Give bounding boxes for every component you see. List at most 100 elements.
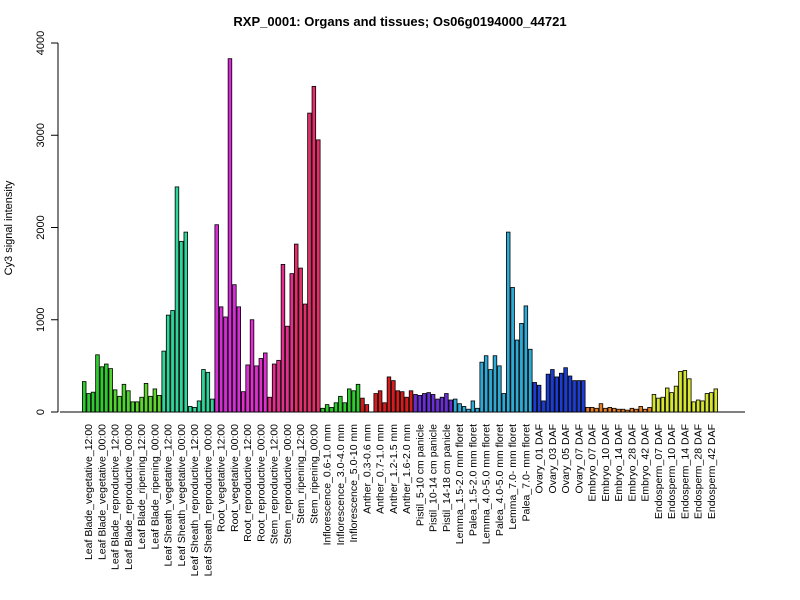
y-axis-label: Cy3 signal intensity — [3, 180, 15, 275]
x-tick-label: Ovary_07 DAF — [573, 424, 585, 493]
x-tick-label: Stem_reproductive_12:00 — [269, 424, 281, 544]
bar — [563, 367, 568, 413]
bar — [187, 406, 193, 413]
bar — [134, 401, 140, 413]
bar — [594, 407, 599, 413]
bar — [161, 350, 166, 413]
x-tick-label: Lemma_4.0-5.0 mm floret — [481, 424, 493, 544]
bar — [545, 373, 551, 413]
x-tick-label: Inflorescence_0.6-1.0 mm — [322, 424, 334, 546]
bar — [497, 365, 502, 413]
x-tick-label: Palea_4.0-5.0 mm floret — [494, 424, 506, 536]
bar — [214, 224, 219, 413]
bar — [210, 398, 215, 413]
bar — [148, 395, 153, 413]
bar — [687, 378, 692, 413]
chart-title: RXP_0001: Organs and tissues; Os06g01940… — [233, 14, 566, 29]
x-tick-label: Leaf Sheath_vegetative_12:00 — [163, 424, 175, 567]
bar — [271, 363, 277, 413]
bar — [382, 402, 387, 413]
y-tick-label: 3000 — [35, 123, 47, 147]
x-tick-label: Pistil_5-10 cm panicle — [414, 424, 426, 526]
x-tick-label: Root_reproductive_12:00 — [242, 424, 254, 542]
y-tick-label: 1000 — [35, 308, 47, 332]
bar — [258, 358, 264, 413]
bar — [585, 406, 590, 413]
bar — [638, 406, 643, 413]
bar — [483, 355, 489, 413]
bar — [399, 391, 405, 413]
x-tick-label: Leaf Sheath_reproductive_00:00 — [202, 424, 214, 577]
bar — [289, 273, 295, 413]
bar — [192, 406, 197, 413]
bar — [665, 387, 670, 413]
bar — [267, 396, 272, 413]
bar — [152, 388, 158, 413]
bar — [143, 382, 149, 413]
bar — [196, 400, 202, 413]
bar — [660, 396, 665, 413]
bar — [479, 361, 484, 413]
bar — [218, 306, 224, 413]
bar — [430, 394, 436, 413]
x-tick-label: Leaf Blade_vegetative_00:00 — [96, 424, 108, 560]
bar — [448, 399, 454, 413]
bar — [346, 388, 352, 413]
bar — [391, 380, 396, 413]
bar — [422, 393, 427, 413]
bar — [532, 382, 537, 413]
x-tick-label: Embryo_10 DAF — [600, 424, 612, 502]
bar — [201, 369, 206, 413]
bar — [488, 369, 493, 413]
x-tick-label: Endosperm_07 DAF — [653, 424, 665, 519]
bar — [682, 370, 688, 413]
bar — [523, 305, 529, 413]
bar — [691, 401, 696, 413]
bar — [457, 403, 462, 413]
bar — [249, 319, 255, 413]
bar — [342, 402, 348, 413]
x-tick-label: Ovary_03 DAF — [547, 424, 559, 493]
bar — [121, 383, 127, 413]
bar — [444, 393, 449, 413]
bar — [316, 139, 321, 413]
x-tick-label: Endosperm_42 DAF — [706, 424, 718, 519]
x-tick-label: Stem_ripening_00:00 — [308, 424, 320, 524]
bar — [298, 267, 303, 413]
x-tick-label: Pistil_14-18 cm panicle — [441, 424, 453, 532]
x-tick-label: Embryo_28 DAF — [626, 424, 638, 502]
bar — [581, 380, 586, 413]
bar — [90, 391, 96, 413]
bar — [117, 395, 122, 413]
bar — [572, 380, 577, 413]
x-tick-label: Lemma_1.5-2.0 mm floret — [454, 424, 466, 544]
plot-area: 0 1000 2000 3000 4000 Leaf Blade_vegetative_1… — [35, 31, 745, 577]
bar — [466, 408, 471, 413]
x-tick-label: Embryo_14 DAF — [613, 424, 625, 502]
bar — [355, 383, 361, 413]
bar — [104, 363, 109, 413]
bar — [541, 400, 546, 413]
x-tick-label: Stem_ripening_12:00 — [295, 424, 307, 524]
bar — [157, 394, 162, 413]
bar — [112, 389, 118, 413]
bar — [695, 399, 701, 413]
bar — [426, 392, 431, 413]
bar — [616, 408, 621, 413]
bar — [470, 400, 476, 413]
x-tick-label: Pistil_10-14 cm panicle — [428, 424, 440, 532]
x-tick-label: Root_vegetative_12:00 — [216, 424, 228, 532]
bar — [554, 376, 559, 413]
bar — [108, 368, 113, 413]
bar — [170, 310, 175, 413]
bar — [713, 388, 718, 413]
bar — [505, 231, 511, 413]
x-tick-label: Leaf Sheath_reproductive_12:00 — [189, 424, 201, 577]
bar — [475, 407, 480, 413]
bar — [700, 400, 705, 413]
x-tick-label: Lemma_7.0- mm floret — [507, 424, 519, 530]
y-tick-label: 2000 — [35, 215, 47, 239]
bar — [86, 393, 91, 413]
bar — [656, 397, 661, 413]
